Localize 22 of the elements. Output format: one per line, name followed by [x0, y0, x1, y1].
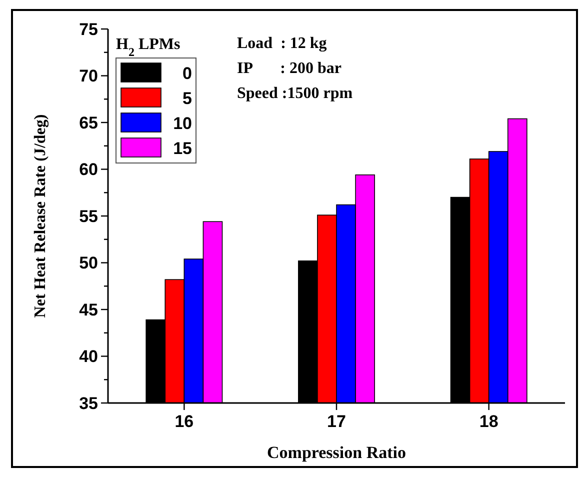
- x-tick-label: 16: [174, 412, 194, 431]
- x-axis-title: Compression Ratio: [267, 443, 406, 462]
- legend-title: H$_{2}$ LPMs: [116, 36, 180, 59]
- annotation: Speed :1500 rpm: [237, 85, 354, 102]
- y-tick-label: 45: [79, 300, 98, 320]
- y-axis-title: Net Heat Release Rate (J/deg): [32, 114, 49, 318]
- y-tick-label: 65: [79, 113, 98, 132]
- annotation: Load : 12 kg: [237, 35, 327, 52]
- y-tick-label: 55: [79, 206, 98, 226]
- y-tick-label: 50: [79, 254, 98, 273]
- legend-label: 10: [173, 114, 192, 133]
- y-tick-label: 40: [79, 347, 98, 366]
- annotation: IP : 200 bar: [237, 60, 342, 77]
- legend-label: 15: [173, 138, 192, 158]
- x-tick-label: 18: [479, 412, 498, 431]
- x-tick-label: 17: [327, 412, 346, 431]
- y-tick-label: 75: [79, 20, 98, 39]
- legend-label: 5: [182, 88, 192, 108]
- legend-label: 0: [182, 64, 192, 83]
- y-tick-label: 70: [79, 66, 98, 86]
- y-tick-label: 35: [79, 394, 98, 413]
- y-tick-label: 60: [79, 160, 98, 180]
